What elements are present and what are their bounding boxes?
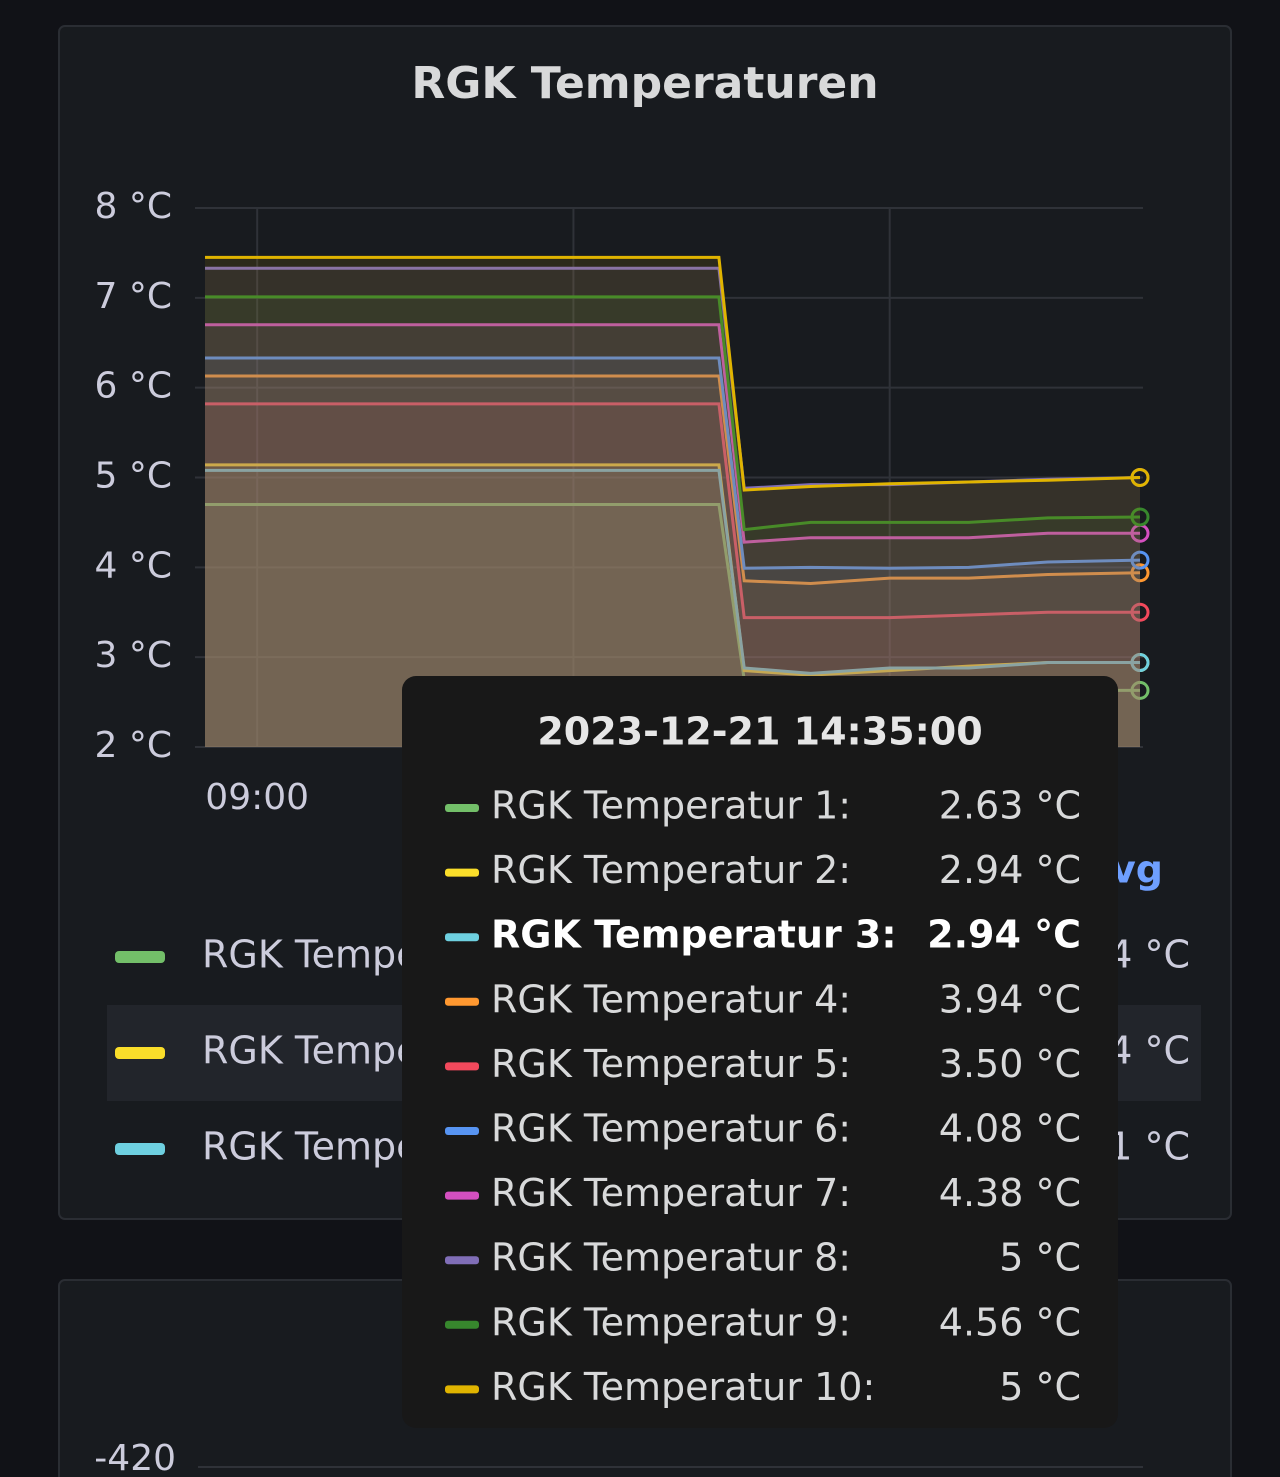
tooltip-value: 2.94 °C xyxy=(927,913,1081,957)
tooltip-value: 3.94 °C xyxy=(939,977,1081,1021)
x-tick-label: 09:00 xyxy=(205,777,309,818)
series-line xyxy=(205,295,1141,532)
series-area xyxy=(205,324,1140,747)
hover-point xyxy=(1130,602,1150,622)
series-line xyxy=(205,374,1141,586)
tooltip-swatch xyxy=(445,1256,479,1265)
y-tick-label: 4 °C xyxy=(95,545,172,586)
tooltip-box xyxy=(402,676,1118,1428)
series-area xyxy=(205,268,1140,747)
y-tick-label: 8 °C xyxy=(95,186,172,227)
tooltip-swatch xyxy=(445,1385,479,1394)
y-tick-label: 6 °C xyxy=(95,366,172,407)
legend-swatch xyxy=(115,1143,165,1155)
tooltip-value: 5 °C xyxy=(999,1365,1081,1409)
hover-point xyxy=(1130,680,1150,700)
series-line xyxy=(205,323,1140,544)
tooltip-label: RGK Temperatur 9: xyxy=(491,1300,851,1344)
tooltip-swatch xyxy=(445,997,479,1006)
y-tick-label: 2 °C xyxy=(95,725,172,766)
tooltip-swatch xyxy=(445,868,479,877)
tooltip-swatch xyxy=(445,1127,479,1135)
tooltip-label: RGK Temperatur 3: xyxy=(491,913,897,957)
tooltip-value: 4.08 °C xyxy=(939,1107,1081,1151)
y-tick-label: 5 °C xyxy=(95,456,172,497)
series-area xyxy=(205,403,1140,747)
hover-point xyxy=(1130,550,1150,570)
tooltip: 2023-12-21 14:35:00 RGK Temperatur 1: 2.63… xyxy=(402,676,1118,1428)
series-line xyxy=(205,255,1141,492)
tooltip-swatch xyxy=(445,1062,479,1071)
tooltip-label: RGK Temperatur 2: xyxy=(491,848,851,892)
tooltip-value: 4.56 °C xyxy=(939,1300,1081,1344)
hover-point xyxy=(1130,563,1150,583)
series-line xyxy=(205,468,1140,675)
tooltip-label: RGK Temperatur 10: xyxy=(491,1365,875,1409)
tooltip-label: RGK Temperatur 1: xyxy=(491,784,851,828)
tooltip-value: 3.50 °C xyxy=(939,1042,1081,1086)
y-tick-label: -420 xyxy=(94,1438,176,1477)
series-area xyxy=(205,358,1140,747)
tooltip-label: RGK Temperatur 4: xyxy=(491,977,851,1021)
chart-title: RGK Temperaturen xyxy=(411,58,878,109)
tooltip-swatch xyxy=(445,933,479,942)
series-area xyxy=(205,257,1140,747)
tooltip-label: RGK Temperatur 8: xyxy=(491,1236,851,1280)
series-line xyxy=(205,402,1140,620)
tooltip-value: 5 °C xyxy=(999,1236,1081,1280)
series-area xyxy=(205,375,1140,747)
plot: 2 °C3 °C4 °C5 °C6 °C7 °C8 °C09:0011:0013… xyxy=(95,186,1150,818)
tooltip-label: RGK Temperatur 5: xyxy=(491,1042,851,1086)
tooltip-label: RGK Temperatur 7: xyxy=(491,1171,851,1215)
tooltip-value: 2.94 °C xyxy=(939,848,1081,892)
tooltip-swatch xyxy=(445,804,479,812)
y-tick-label: 3 °C xyxy=(95,635,172,676)
hover-point xyxy=(1130,468,1150,487)
y-tick-label: 7 °C xyxy=(95,276,172,317)
legend-swatch xyxy=(115,951,165,963)
legend-swatch xyxy=(115,1047,165,1059)
tooltip-time: 2023-12-21 14:35:00 xyxy=(537,710,982,754)
tooltip-swatch xyxy=(445,1320,479,1329)
hover-point xyxy=(1130,507,1150,527)
tooltip-label: RGK Temperatur 6: xyxy=(491,1107,851,1151)
series-line xyxy=(205,356,1141,570)
tooltip-swatch xyxy=(445,1191,479,1200)
tooltip-value: 4.38 °C xyxy=(939,1171,1081,1215)
series-area xyxy=(205,296,1140,747)
hover-point xyxy=(1130,653,1150,673)
tooltip-value: 2.63 °C xyxy=(939,784,1081,828)
